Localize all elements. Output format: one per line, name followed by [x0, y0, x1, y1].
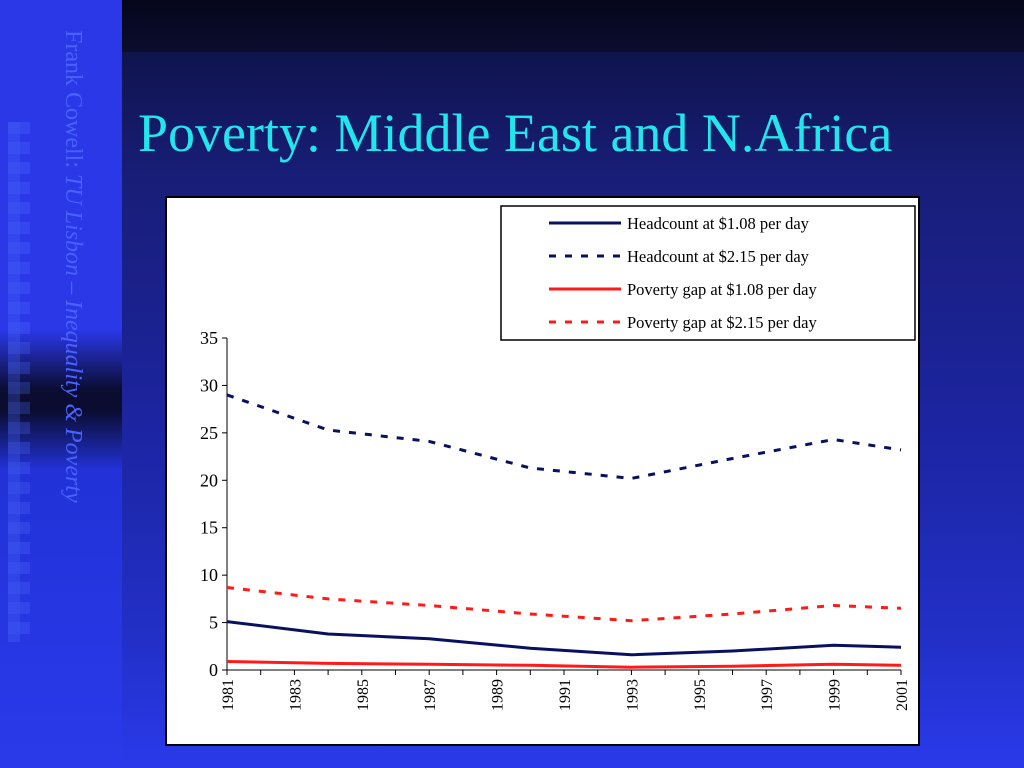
y-tick-label: 35	[200, 328, 218, 348]
x-tick-label: 1983	[287, 679, 304, 711]
x-tick-label: 1985	[355, 679, 372, 711]
slide-title: Poverty: Middle East and N.Africa	[138, 103, 893, 163]
top-band	[122, 0, 1024, 52]
y-tick-label: 0	[209, 660, 218, 680]
chart-axes: 0 5 10 15 20 25 30 35 1981 1983 1985 1987 1989 1991 19…	[200, 328, 911, 711]
x-tick-label: 1981	[220, 679, 237, 711]
y-tick-label: 30	[200, 375, 218, 395]
sidebar-credit: Frank Cowell: TU Lisbon – Inequality & P…	[36, 30, 86, 740]
left-decor-strip	[0, 0, 122, 768]
y-tick-label: 25	[200, 423, 218, 443]
legend-label-2: Headcount at $2.15 per day	[627, 247, 810, 266]
decor-squares	[8, 122, 30, 642]
legend-label-1: Headcount at $1.08 per day	[627, 214, 810, 233]
y-tick-label: 20	[200, 470, 218, 490]
series-line-3	[226, 660, 902, 669]
legend-label-3: Poverty gap at $1.08 per day	[627, 280, 817, 299]
y-tick-label: 5	[209, 613, 218, 633]
x-tick-label: 1989	[490, 679, 507, 711]
x-tick-label: 1993	[624, 679, 641, 711]
y-tick-label: 15	[200, 518, 218, 538]
chart-legend: Headcount at $1.08 per day Headcount at $…	[500, 205, 916, 341]
x-tick-label: 1991	[557, 679, 574, 711]
sidebar-author: Frank Cowell:	[60, 30, 86, 174]
x-tick-label: 1995	[692, 679, 709, 711]
series-line-4	[226, 586, 902, 623]
chart-panel: 0 5 10 15 20 25 30 35 1981 1983 1985 1987 1989 1991 19…	[165, 196, 920, 746]
series-line-2	[226, 393, 902, 480]
x-tick-label: 1987	[422, 679, 439, 711]
sidebar-course: TU Lisbon – Inequality & Poverty	[60, 174, 86, 503]
series-line-1	[226, 620, 902, 657]
chart-series-lines	[226, 393, 902, 669]
x-tick-label: 2001	[894, 679, 911, 711]
x-tick-label: 1999	[827, 679, 844, 711]
legend-box	[500, 205, 916, 341]
y-tick-label: 10	[200, 565, 218, 585]
x-tick-label: 1997	[759, 679, 776, 711]
legend-label-4: Poverty gap at $2.15 per day	[627, 313, 817, 332]
line-chart: 0 5 10 15 20 25 30 35 1981 1983 1985 1987 1989 1991 19…	[200, 205, 916, 711]
